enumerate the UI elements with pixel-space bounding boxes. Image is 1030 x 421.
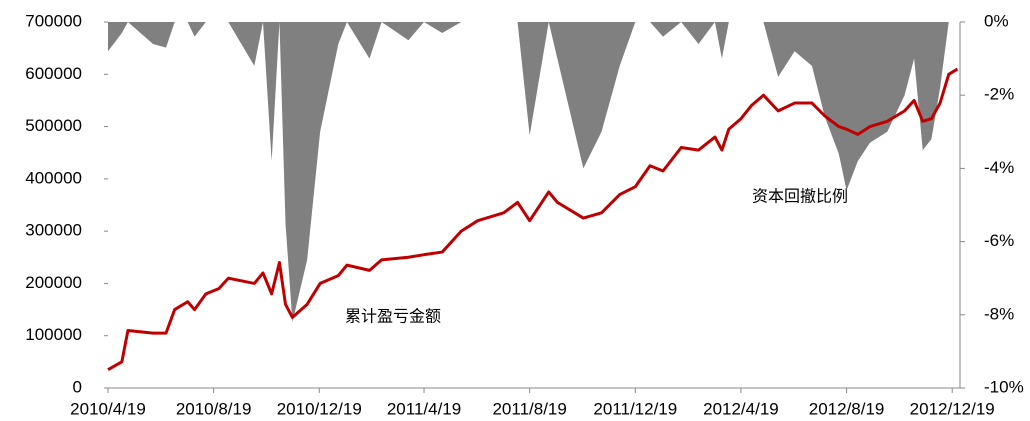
x-tick-label: 2011/12/19 xyxy=(593,399,677,418)
y-tick-label: 200000 xyxy=(25,273,82,292)
y-tick-label: 500000 xyxy=(25,116,82,135)
x-tick-label: 2010/8/19 xyxy=(176,399,252,418)
x-tick-label: 2012/8/19 xyxy=(809,399,885,418)
y-tick-label: 300000 xyxy=(25,221,82,240)
y2-tick-label: -10% xyxy=(984,377,1024,396)
x-tick-label: 2010/12/19 xyxy=(277,399,362,418)
annotation: 资本回撤比例 xyxy=(752,187,848,206)
y2-tick-label: 0% xyxy=(984,11,1009,30)
y-tick-label: 400000 xyxy=(25,168,82,187)
annotation: 累计盈亏金额 xyxy=(345,307,441,326)
y2-tick-label: -4% xyxy=(984,158,1014,177)
y-tick-label: 0 xyxy=(73,377,82,396)
y2-tick-label: -2% xyxy=(984,85,1014,104)
x-tick-label: 2012/12/19 xyxy=(910,399,995,418)
x-tick-label: 2010/4/19 xyxy=(70,399,146,418)
pnl-line xyxy=(107,67,959,372)
y-tick-label: 700000 xyxy=(25,11,82,30)
x-tick-label: 2012/4/19 xyxy=(703,399,779,418)
y2-tick-label: -6% xyxy=(984,231,1014,250)
y-tick-label: 600000 xyxy=(25,64,82,83)
y-tick-label: 100000 xyxy=(25,325,82,344)
x-tick-label: 2011/8/19 xyxy=(492,399,566,418)
y2-tick-label: -8% xyxy=(984,304,1014,323)
drawdown-area xyxy=(108,22,958,323)
x-tick-label: 2011/4/19 xyxy=(387,399,461,418)
